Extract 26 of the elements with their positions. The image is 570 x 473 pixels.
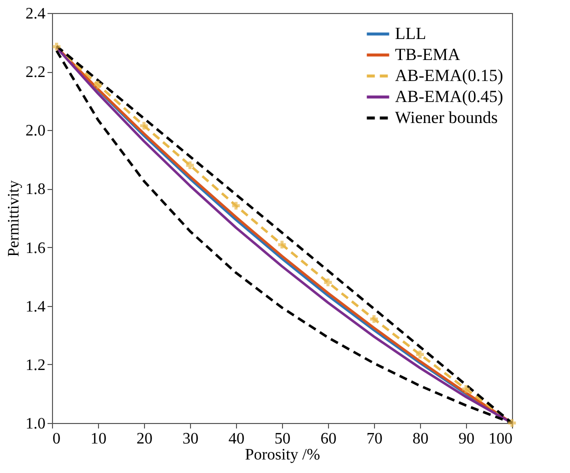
y-tick-label: 1.2	[26, 356, 46, 374]
legend-label: TB-EMA	[395, 45, 461, 64]
x-tick-label: 70	[366, 430, 382, 448]
y-tick-label: 2.0	[26, 122, 46, 140]
x-tick-label: 0	[52, 430, 60, 448]
y-tick-label: 2.2	[26, 64, 46, 82]
x-tick-label: 30	[182, 430, 198, 448]
y-tick-label: 1.4	[26, 298, 46, 316]
x-tick-label: 20	[136, 430, 152, 448]
legend-label: LLL	[395, 24, 426, 43]
x-tick-label: 50	[274, 430, 290, 448]
y-tick-label: 2.4	[26, 6, 46, 22]
x-tick-label: 100	[488, 430, 512, 448]
x-tick-label: 60	[320, 430, 336, 448]
y-tick-label: 1.8	[26, 181, 46, 198]
x-tick-label: 80	[412, 430, 428, 448]
legend-label: AB-EMA(0.45)	[395, 87, 504, 106]
y-tick-label: 1.6	[26, 240, 46, 257]
y-axis-title: Permittivity	[6, 180, 22, 257]
x-tick-label: 40	[228, 430, 244, 448]
y-tick-label: 1.0	[26, 416, 46, 432]
legend-label: Wiener bounds	[395, 108, 498, 127]
x-axis-title: Porosity /%	[244, 446, 320, 464]
x-tick-label: 10	[90, 430, 106, 448]
x-tick-label: 90	[458, 430, 474, 448]
legend-label: AB-EMA(0.15)	[395, 66, 504, 85]
